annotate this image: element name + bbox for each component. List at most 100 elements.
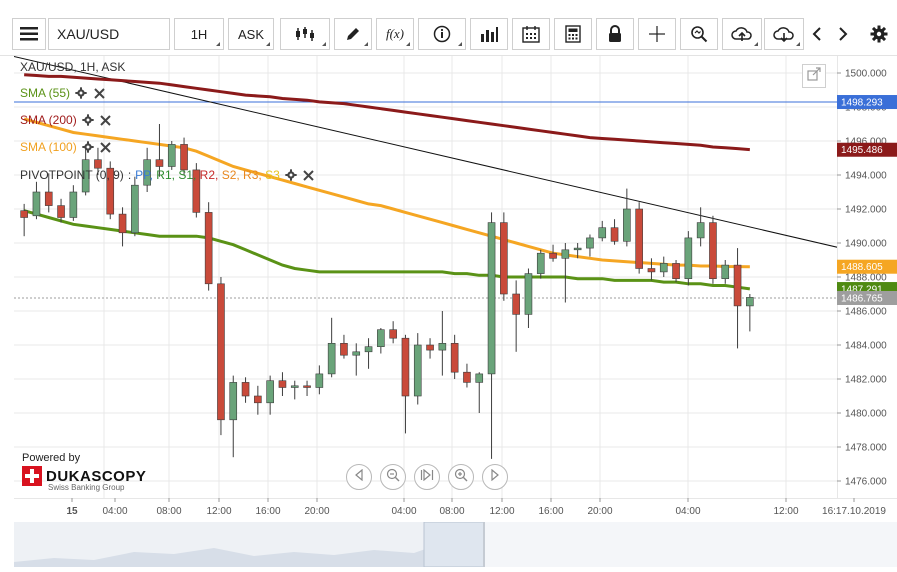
crosshair-button[interactable] xyxy=(638,18,676,50)
candle xyxy=(155,124,164,177)
menu-button[interactable] xyxy=(12,18,46,50)
sma200-line xyxy=(24,73,750,152)
pivot-separator: : xyxy=(127,168,132,182)
zoom-out-button[interactable] xyxy=(380,464,406,490)
draw-button[interactable] xyxy=(334,18,372,50)
close-icon[interactable] xyxy=(92,86,106,100)
candle-body xyxy=(721,264,730,280)
candle xyxy=(450,334,459,379)
candle xyxy=(647,258,656,281)
hamburger-icon xyxy=(20,27,38,41)
candle-body xyxy=(20,210,28,218)
candle xyxy=(364,338,373,369)
candle xyxy=(57,198,65,223)
chart-title: XAU/USD, 1H, ASK xyxy=(20,60,125,74)
scroll-left-icon xyxy=(354,468,364,486)
candle xyxy=(536,249,545,279)
time-tick-label: 20:00 xyxy=(587,506,612,517)
calculator-button[interactable] xyxy=(554,18,592,50)
candle xyxy=(487,212,496,459)
scroll-back-button[interactable] xyxy=(804,18,830,50)
time-tick-label: 04:00 xyxy=(391,506,416,517)
candle-body xyxy=(340,342,348,356)
gear-icon[interactable] xyxy=(284,168,298,182)
cloud-upload-button[interactable] xyxy=(722,18,762,50)
candle-body xyxy=(180,144,188,171)
candlestick-chart[interactable] xyxy=(11,55,849,498)
expand-chart-button[interactable] xyxy=(802,64,826,88)
chart-title-text: XAU/USD, 1H, ASK xyxy=(20,60,126,74)
candle-body xyxy=(573,247,582,251)
sma100-label: SMA (100) xyxy=(20,140,77,154)
brand-name: DUKASCOPY xyxy=(46,467,147,485)
price-tag-label: 1495.486 xyxy=(841,145,883,156)
price-axis[interactable]: 1500.0001498.0001496.0001494.0001492.000… xyxy=(836,56,897,498)
candle-body xyxy=(118,213,127,234)
candle xyxy=(180,137,188,175)
close-icon[interactable] xyxy=(99,140,113,154)
candle-body xyxy=(217,283,225,421)
time-tick-label: 16:00 xyxy=(538,506,563,517)
legend-sma200: SMA (200) xyxy=(20,113,113,127)
pivot-level-s2: S2, xyxy=(221,168,244,182)
lock-icon xyxy=(607,25,623,43)
zoom-in-button[interactable] xyxy=(448,464,474,490)
candle xyxy=(290,380,299,400)
time-tick-label: 16:17.10.2019 xyxy=(822,506,886,517)
chart-type-button[interactable] xyxy=(280,18,330,50)
timeline-navigator[interactable] xyxy=(14,521,897,568)
price-chart[interactable]: XAU/USD, 1H, ASK SMA (55) SMA (200) SMA … xyxy=(11,55,849,498)
zoom-search-button[interactable] xyxy=(680,18,718,50)
reset-view-button[interactable] xyxy=(414,464,440,490)
settings-button[interactable] xyxy=(864,18,894,50)
dukascopy-logo[interactable]: DUKASCOPY Swiss Banking Group xyxy=(22,466,147,492)
candle-body xyxy=(254,395,262,404)
time-axis[interactable]: 15 04:00 08:00 12:00 16:00 20:00 04:00 08:00 12:… xyxy=(14,497,897,522)
close-icon[interactable] xyxy=(302,168,316,182)
timeframe-selector[interactable]: 1H xyxy=(174,18,224,50)
lock-button[interactable] xyxy=(596,18,634,50)
function-button[interactable]: f(x) xyxy=(376,18,414,50)
instrument-selector[interactable]: XAU/USD xyxy=(48,18,170,50)
candle xyxy=(475,372,484,413)
candle-body xyxy=(610,227,619,242)
draw-pencil-icon xyxy=(345,26,361,42)
gear-icon[interactable] xyxy=(81,140,95,154)
close-icon[interactable] xyxy=(99,113,113,127)
gear-icon[interactable] xyxy=(81,113,95,127)
candle-body xyxy=(377,329,385,348)
cloud-download-button[interactable] xyxy=(764,18,804,50)
scroll-forward-button[interactable] xyxy=(830,18,856,50)
side-selector[interactable]: ASK xyxy=(228,18,274,50)
info-button[interactable] xyxy=(418,18,466,50)
candle-body xyxy=(155,159,164,167)
candle xyxy=(610,219,619,245)
candle xyxy=(352,343,361,376)
candle xyxy=(143,147,151,192)
pivot-level-r1: R1, xyxy=(156,168,179,182)
candle xyxy=(167,141,176,170)
candle-body xyxy=(463,371,471,383)
gear-icon[interactable] xyxy=(74,86,88,100)
price-tick-label: 1476.000 xyxy=(845,477,887,488)
candle-body xyxy=(524,273,533,315)
price-tick-label: 1496.000 xyxy=(845,137,887,148)
price-tag: 1486.765 xyxy=(837,290,897,305)
pivot-label: PIVOTPOINT (0, 9) xyxy=(20,168,124,182)
pivot-level-pp: PP, xyxy=(135,168,157,182)
volume-bars-icon xyxy=(480,26,498,42)
calendar-button[interactable] xyxy=(512,18,550,50)
crosshair-icon xyxy=(648,25,666,43)
side-label: ASK xyxy=(237,26,264,42)
candle xyxy=(118,207,127,247)
candle xyxy=(463,363,471,388)
calendar-icon xyxy=(522,25,540,43)
scroll-left-button[interactable] xyxy=(346,464,372,490)
volume-button[interactable] xyxy=(470,18,508,50)
scroll-right-button[interactable] xyxy=(482,464,508,490)
candle xyxy=(524,268,533,328)
candle-body xyxy=(106,167,115,215)
price-tick-label: 1492.000 xyxy=(845,205,887,216)
candle-body xyxy=(204,212,213,285)
candle-body xyxy=(364,346,373,353)
